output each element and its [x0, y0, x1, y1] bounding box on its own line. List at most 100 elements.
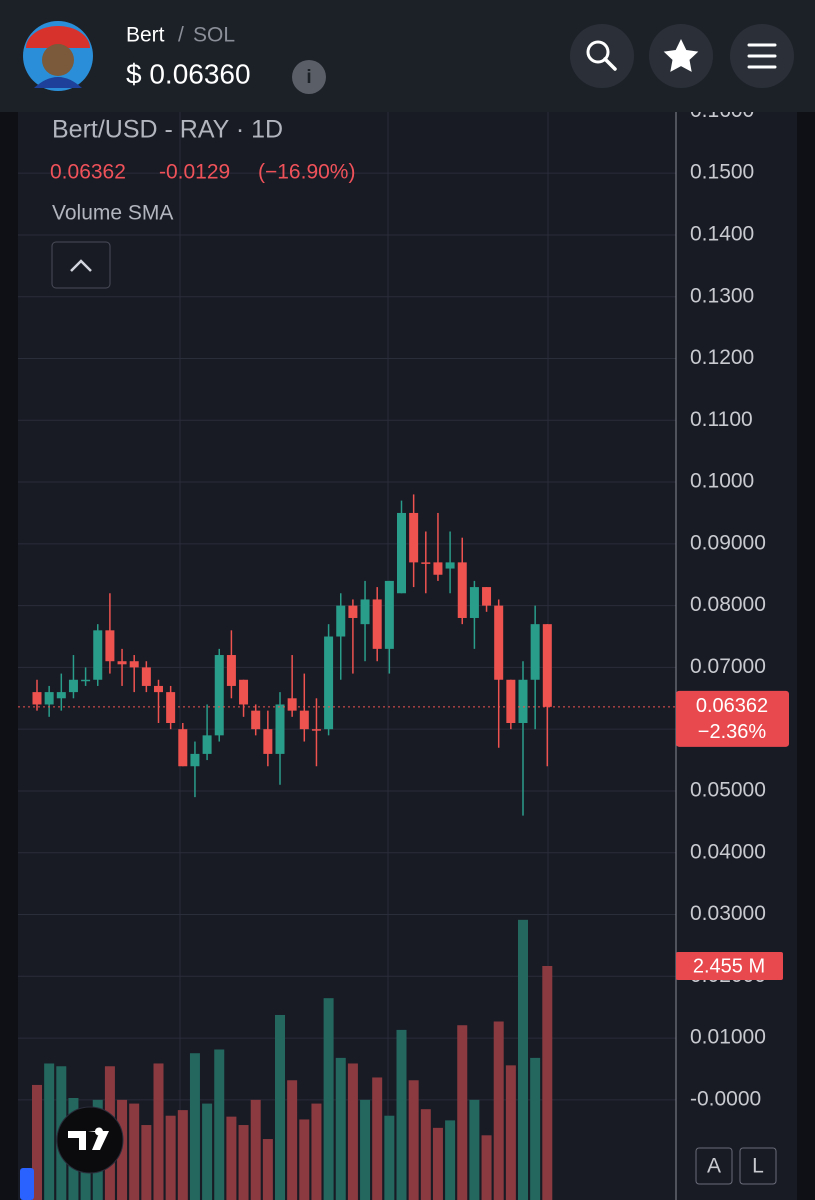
candle-layer: [32, 494, 552, 816]
base-symbol: Bert: [126, 24, 165, 47]
auto-button-label: A: [707, 1155, 721, 1178]
y-tick-label: -0.0000: [690, 1087, 761, 1110]
grid: [18, 112, 676, 1200]
volume-bar: [481, 1135, 492, 1200]
candle-body: [214, 655, 224, 736]
volume-bar: [226, 1116, 237, 1200]
volume-bar: [214, 1049, 225, 1200]
volume-bar: [432, 1127, 443, 1200]
volume-bar: [420, 1109, 431, 1200]
candle-body: [166, 692, 176, 724]
candle-body: [457, 562, 467, 618]
candle-body: [360, 599, 370, 625]
volume-bar: [457, 1025, 468, 1200]
volume-bar: [32, 1084, 42, 1200]
candle-body: [299, 710, 309, 730]
candle-body: [68, 679, 78, 693]
candle-body: [311, 729, 321, 731]
collapse-button-box[interactable]: [51, 241, 111, 289]
collapse-button[interactable]: [51, 241, 111, 289]
volume-bar: [542, 965, 553, 1200]
info-button[interactable]: [292, 60, 326, 94]
search-button[interactable]: [570, 24, 634, 88]
candle-body: [105, 630, 115, 662]
volume-bar: [518, 919, 528, 1200]
volume-bar: [396, 1029, 407, 1200]
menu-icon: [747, 43, 777, 69]
last-volume-label: 2.455 M: [693, 955, 765, 977]
y-tick-label: 0.08000: [690, 593, 766, 616]
candle-body: [263, 729, 273, 754]
log-scale-button[interactable]: L: [739, 1147, 777, 1185]
candle-body: [530, 624, 540, 680]
auto-button-box[interactable]: [695, 1147, 733, 1185]
volume-bar: [384, 1115, 395, 1200]
candle-body: [384, 580, 394, 649]
candle-body: [129, 661, 139, 668]
volume-bar: [493, 1021, 504, 1200]
logo-circle[interactable]: [56, 1106, 124, 1174]
candle-body: [433, 562, 443, 575]
log-button-box[interactable]: [739, 1147, 777, 1185]
y-tick-label: 0.05000: [690, 779, 766, 802]
star-icon: [663, 39, 699, 72]
auto-scale-button[interactable]: A: [695, 1147, 733, 1185]
volume-bar: [335, 1057, 346, 1200]
y-tick-label: 0.1600: [690, 99, 754, 122]
candle-body: [336, 605, 346, 637]
volume-bar: [469, 1099, 480, 1200]
volume-bar: [153, 1063, 164, 1200]
volume-bar: [347, 1063, 358, 1200]
chevron-up-icon: [70, 259, 92, 272]
candle-body: [445, 562, 455, 569]
y-tick-label: 0.09000: [690, 531, 766, 554]
header-price: $ 0.06360: [126, 58, 251, 89]
candle-body: [542, 624, 552, 707]
candle-body: [141, 667, 151, 686]
legend-change-percent: (−16.90%): [258, 161, 355, 184]
candle-body: [251, 710, 261, 730]
search-icon-handle: [603, 57, 617, 71]
candle-body: [397, 512, 406, 594]
candle-body: [372, 599, 382, 649]
last-change-label: −2.36%: [698, 721, 767, 743]
volume-bar: [445, 1120, 456, 1200]
y-tick-label: 0.04000: [690, 840, 766, 863]
y-tick-label: 0.1400: [690, 222, 754, 245]
candle-body: [482, 587, 492, 606]
volume-bar: [287, 1080, 298, 1200]
candle-body: [56, 692, 66, 699]
candle-body: [409, 512, 419, 563]
last-volume-box: [676, 951, 783, 980]
volume-bar: [299, 1119, 310, 1200]
legend-close: 0.06362: [50, 161, 126, 184]
y-tick-label: 0.03000: [690, 902, 766, 925]
candle-body: [202, 735, 212, 754]
tradingview-logo[interactable]: [56, 1106, 124, 1174]
volume-bar: [372, 1077, 383, 1200]
logo-mark: [68, 1127, 109, 1150]
candle-body: [324, 636, 334, 730]
candle-body: [239, 679, 249, 705]
avatar-face: [42, 44, 74, 76]
search-icon: [586, 40, 610, 64]
last-price-box: [676, 690, 789, 747]
y-tick-label: 0.1200: [690, 346, 754, 369]
volume-bar: [262, 1139, 273, 1200]
price-axis: 0.1600 0.1500 0.1400 0.1300 0.1200 0.1100 0.10…: [690, 99, 766, 1110]
volume-bar: [238, 1125, 249, 1200]
legend-change: -0.0129: [159, 161, 230, 184]
volume-bar: [311, 1103, 322, 1200]
volume-bar: [165, 1115, 176, 1200]
candle-body: [32, 692, 42, 705]
log-button-label: L: [752, 1155, 764, 1178]
scroll-handle[interactable]: [20, 1168, 34, 1200]
candle-body: [275, 704, 285, 754]
candle-body: [81, 679, 91, 682]
volume-bar: [250, 1099, 261, 1200]
chart-panel: [18, 112, 797, 1200]
candle-body: [518, 679, 528, 724]
y-tick-label: 0.1500: [690, 161, 754, 184]
candle-body: [348, 605, 358, 618]
